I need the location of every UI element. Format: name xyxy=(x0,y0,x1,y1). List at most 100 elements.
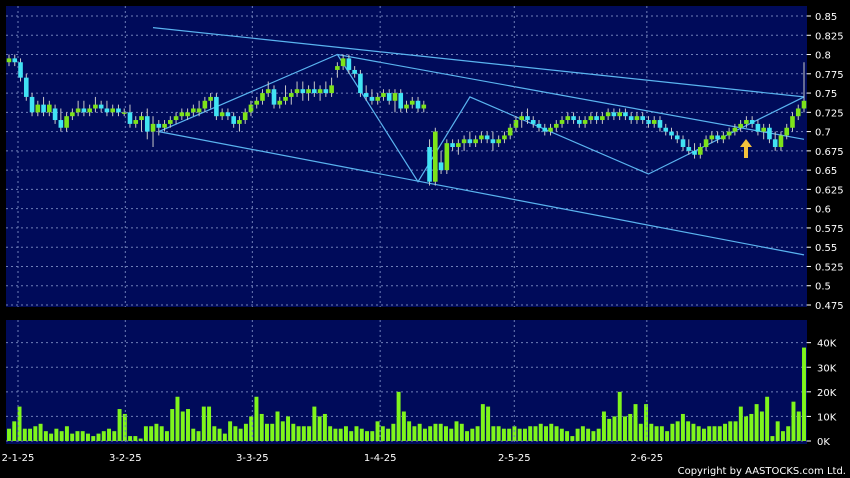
candle-body xyxy=(502,135,507,140)
candle-body xyxy=(219,112,225,117)
candle-body xyxy=(651,120,657,124)
candlestick xyxy=(300,81,306,101)
candlestick xyxy=(542,123,548,136)
candle-body xyxy=(703,139,709,148)
volume-bar xyxy=(107,428,112,441)
candlestick xyxy=(110,104,115,117)
volume-bar xyxy=(444,426,448,441)
volume-bar xyxy=(538,423,543,441)
candle-body xyxy=(369,96,375,101)
candlestick xyxy=(634,112,640,124)
candle-body xyxy=(680,139,686,148)
candle-body xyxy=(127,112,133,124)
volume-bar xyxy=(486,406,491,441)
candlestick xyxy=(772,131,778,151)
volume-bar xyxy=(296,426,301,441)
candlestick xyxy=(559,116,565,128)
candlestick xyxy=(219,108,225,121)
volume-bar xyxy=(354,426,359,441)
candlestick xyxy=(548,123,553,136)
volume-bar xyxy=(291,423,296,441)
volume-tick-label: 0K xyxy=(817,437,830,448)
volume-tick-label: 20K xyxy=(817,388,837,399)
volume-bar xyxy=(459,423,464,441)
candlestick xyxy=(605,108,611,121)
volume-bar xyxy=(349,431,354,441)
volume-bar xyxy=(759,411,764,441)
volume-bar xyxy=(686,421,691,441)
candlestick xyxy=(335,62,340,78)
volume-bar xyxy=(154,423,159,441)
candle-body xyxy=(427,147,432,182)
candle-body xyxy=(784,127,790,136)
date-tick-label: 1-4-25 xyxy=(364,453,397,464)
volume-bar xyxy=(259,413,264,441)
candlestick xyxy=(202,96,208,113)
candle-body xyxy=(738,123,743,128)
candle-body xyxy=(329,85,334,94)
volume-bar xyxy=(680,413,685,441)
candle-body xyxy=(588,116,594,121)
candlestick xyxy=(52,104,58,124)
volume-bar xyxy=(249,416,254,441)
volume-bar xyxy=(280,421,285,441)
candle-body xyxy=(214,96,219,117)
candlestick xyxy=(525,108,530,124)
candlestick xyxy=(496,135,501,148)
candlestick xyxy=(444,139,450,174)
candle-body xyxy=(317,89,323,94)
trendline xyxy=(152,27,805,98)
volume-bar xyxy=(91,436,96,441)
price-tick-label: 0.8 xyxy=(815,51,831,62)
volume-bar xyxy=(507,428,512,441)
price-tick-label: 0.575 xyxy=(815,224,844,235)
candlestick xyxy=(214,93,219,121)
candle-body xyxy=(162,123,167,128)
price-tick-label: 0.675 xyxy=(815,147,844,158)
candle-body xyxy=(767,127,772,140)
candle-body xyxy=(456,143,461,148)
volume-bar xyxy=(454,421,459,441)
volume-bar xyxy=(238,428,243,441)
volume-bar xyxy=(7,428,11,441)
volume-bar xyxy=(338,428,343,441)
volume-bar xyxy=(607,418,612,441)
candlestick xyxy=(237,116,242,132)
candle-body xyxy=(749,120,755,124)
volume-bar xyxy=(696,426,701,441)
volume-bar xyxy=(28,428,33,441)
candlestick xyxy=(121,108,127,117)
candlestick xyxy=(646,116,651,128)
candlestick xyxy=(473,135,478,148)
candlestick xyxy=(490,131,496,151)
candlestick xyxy=(617,108,622,121)
candle-body xyxy=(461,139,467,144)
candle-body xyxy=(386,93,392,101)
candle-body xyxy=(553,123,559,128)
candle-body xyxy=(260,93,265,101)
candle-body xyxy=(600,116,605,121)
candle-body xyxy=(398,93,404,109)
candlestick xyxy=(628,112,634,124)
trendline xyxy=(158,131,805,256)
candle-body xyxy=(288,93,294,97)
candlestick xyxy=(571,112,576,124)
candlestick xyxy=(651,116,657,128)
volume-gridlines xyxy=(6,342,807,442)
price-panel-background xyxy=(6,6,807,307)
volume-bar xyxy=(733,421,738,441)
volume-bar xyxy=(80,431,85,441)
candlestick xyxy=(427,139,432,186)
volume-bar xyxy=(770,436,775,441)
candlestick xyxy=(709,131,715,144)
volume-bar xyxy=(270,423,275,441)
volume-bar xyxy=(665,431,670,441)
candle-body xyxy=(536,123,542,128)
volume-bar xyxy=(375,421,380,441)
volume-bar xyxy=(286,416,291,441)
candlestick xyxy=(433,127,438,186)
candle-body xyxy=(657,120,663,128)
date-axis: 2-1-25 3-2-25 3-3-25 1-4-25 2-5-25 2-6-25 xyxy=(2,6,663,464)
candle-body xyxy=(300,89,306,94)
volume-bar xyxy=(243,423,248,441)
